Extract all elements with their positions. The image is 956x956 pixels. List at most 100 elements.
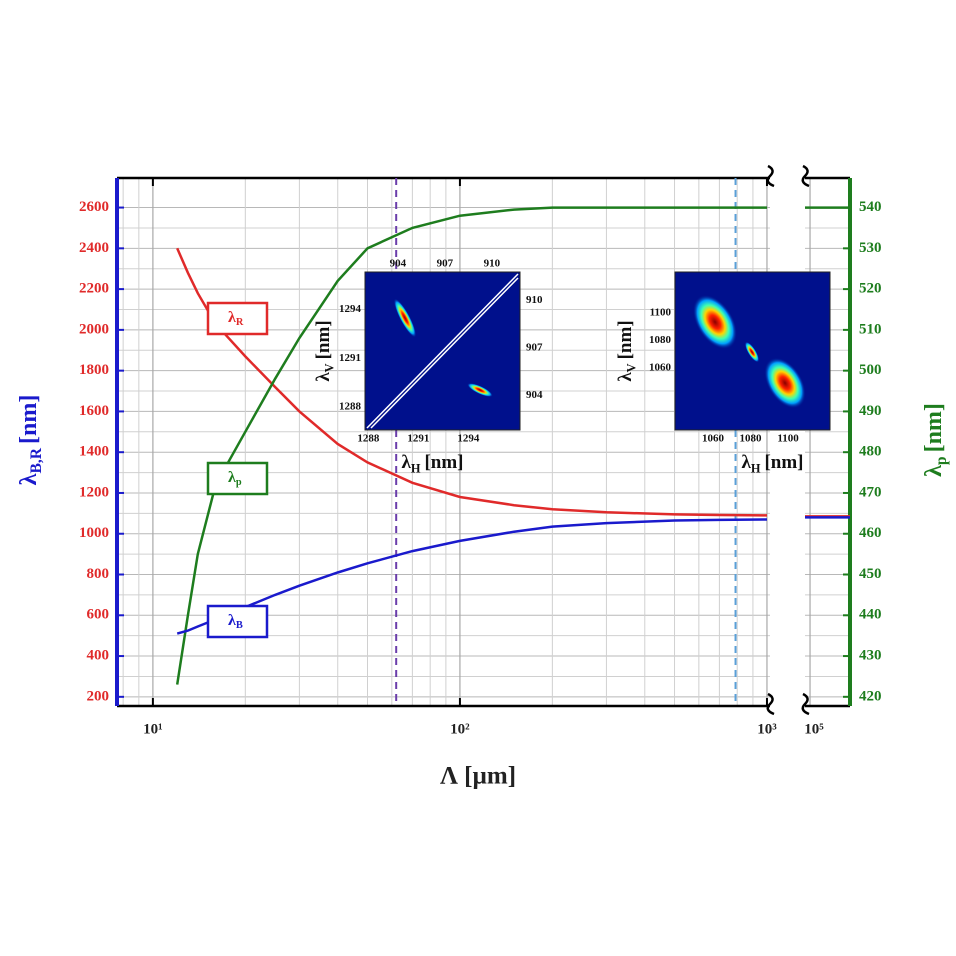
heatmap-peak — [744, 341, 760, 363]
legend-label: λp — [228, 469, 242, 489]
y-tick-label: 2200 — [79, 281, 109, 297]
y-tick-label: 800 — [87, 566, 110, 582]
y2-tick-label: 530 — [859, 240, 882, 256]
unit: [nm] — [424, 452, 463, 473]
y2-tick-label: 480 — [859, 444, 882, 460]
inset-tick-label: 1291 — [339, 352, 361, 364]
y-tick-label: 1400 — [79, 444, 109, 460]
inset-divider — [366, 273, 519, 429]
y-tick-label: 2000 — [79, 321, 109, 337]
y2-tick-label: 540 — [859, 199, 882, 215]
y2-tick-label: 420 — [859, 688, 882, 704]
y-tick-label: 1200 — [79, 484, 109, 500]
inset-tick-label: 1291 — [407, 433, 429, 445]
axis-break — [801, 692, 810, 716]
y-tick-label: 600 — [87, 607, 110, 623]
subscript: H — [751, 462, 761, 476]
unit: [nm] — [615, 320, 636, 359]
y-tick-label: 2400 — [79, 240, 109, 256]
inset-x-label: λH [nm] — [741, 452, 803, 475]
x-tick-label: 10³ — [757, 721, 777, 737]
heatmap-peak — [764, 357, 806, 409]
inset-tick-label: 904 — [526, 389, 543, 401]
y-tick-label: 400 — [87, 647, 110, 663]
y-axis-title: λB,R [nm] — [16, 395, 45, 486]
axis-break — [801, 164, 810, 188]
symbol: λ — [921, 465, 947, 477]
unit: [nm] — [764, 452, 803, 473]
grid — [117, 178, 850, 706]
legend-box — [206, 301, 269, 336]
inset-tick-label: 907 — [437, 258, 454, 270]
inset-tick-label: 1080 — [740, 433, 763, 445]
subscript: p — [933, 456, 950, 465]
y-tick-label: 1600 — [79, 403, 109, 419]
symbol: λ — [313, 372, 334, 382]
subscript: R — [236, 317, 244, 328]
y-tick-label: 2600 — [79, 199, 109, 215]
inset-tick-label: 1060 — [649, 362, 672, 374]
unit: [nm] — [921, 403, 947, 452]
unit: [nm] — [16, 395, 42, 444]
inset-x-label: λH [nm] — [401, 452, 463, 475]
inset-y-label: λV [nm] — [313, 320, 336, 381]
subscript: B,R — [28, 447, 45, 473]
y2-axis-title: λp [nm] — [921, 403, 950, 477]
unit: [nm] — [313, 320, 334, 359]
subscript: B — [236, 620, 243, 631]
subscript: V — [625, 363, 639, 372]
x-axis-title: Λ [µm] — [440, 763, 516, 790]
symbol: λ — [228, 612, 236, 629]
legend-box — [206, 461, 269, 496]
inset-tick-label: 910 — [526, 294, 543, 306]
inset-divider — [370, 277, 519, 429]
axis-break — [766, 692, 775, 716]
y2-tick-label: 470 — [859, 484, 882, 500]
inset-tick-label: 1294 — [457, 433, 480, 445]
y2-tick-label: 520 — [859, 281, 882, 297]
plot: 10¹ 10² 10³ 10⁵ 200 400 600 800 1000 1200 1400 1600… — [16, 164, 950, 790]
legend-box — [206, 604, 269, 639]
inset-tick-label: 1294 — [339, 303, 362, 315]
symbol: λ — [401, 452, 411, 473]
y2-tick-label: 500 — [859, 362, 882, 378]
y-tick-label: 200 — [87, 688, 110, 704]
inset-tick-label: 1100 — [650, 307, 672, 319]
y2-tick-label: 450 — [859, 566, 882, 582]
symbol: λ — [228, 469, 236, 486]
x-tick-label: 10¹ — [143, 721, 163, 737]
heatmap-peak — [393, 298, 417, 338]
subscript: p — [236, 477, 242, 488]
inset-tick-label: 1100 — [777, 433, 799, 445]
symbol: λ — [741, 452, 751, 473]
inset-tick-label: 1288 — [357, 433, 380, 445]
inset-tick-label: 1080 — [649, 334, 672, 346]
heatmap-peak — [467, 383, 493, 397]
heatmap-peak — [692, 294, 738, 350]
y2-tick-label: 440 — [859, 607, 882, 623]
axis-break — [766, 164, 775, 188]
series-line — [175, 206, 767, 685]
inset-tick-label: 1060 — [702, 433, 725, 445]
y2-tick-label: 490 — [859, 403, 882, 419]
symbol: λ — [228, 309, 236, 326]
inset-tick-label: 1288 — [339, 401, 362, 413]
x-tick-label: 10⁵ — [804, 721, 824, 737]
legend-label: λR — [228, 309, 244, 329]
subscript: V — [323, 363, 337, 372]
symbol: λ — [615, 372, 636, 382]
y2-tick-label: 460 — [859, 525, 882, 541]
legend-label: λB — [228, 612, 243, 632]
subscript: H — [411, 462, 421, 476]
inset-y-label: λV [nm] — [615, 320, 638, 381]
symbol: λ — [16, 473, 42, 485]
x-tick-label: 10² — [450, 721, 470, 737]
y2-tick-label: 510 — [859, 321, 882, 337]
y2-tick-label: 430 — [859, 647, 882, 663]
inset-tick-label: 910 — [484, 258, 501, 270]
inset-tick-label: 904 — [390, 258, 407, 270]
y-tick-label: 1000 — [79, 525, 109, 541]
inset-tick-label: 907 — [526, 341, 543, 353]
y-tick-label: 1800 — [79, 362, 109, 378]
